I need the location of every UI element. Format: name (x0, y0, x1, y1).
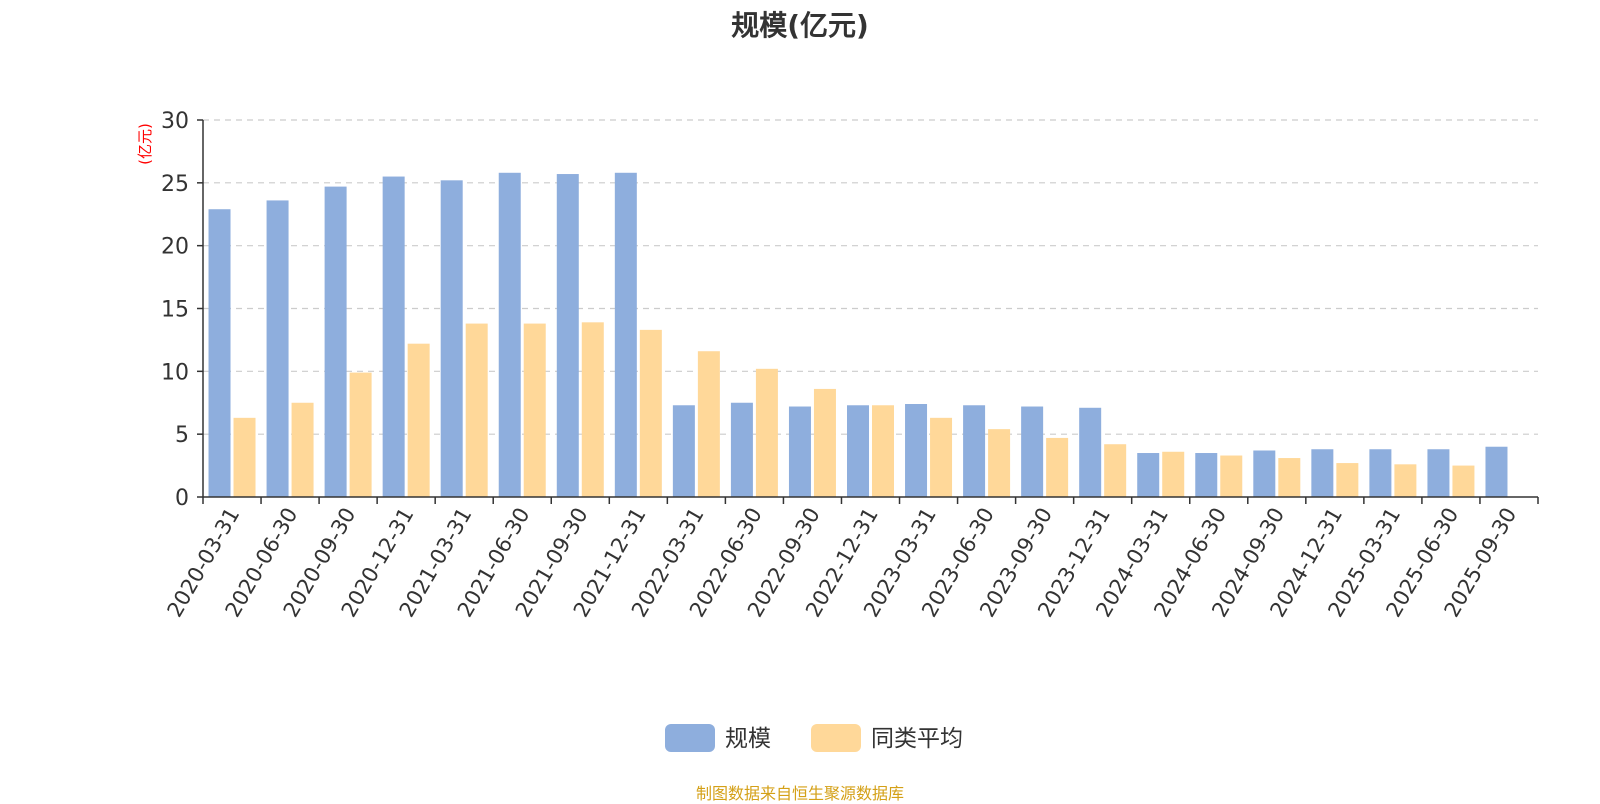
y-tick-label: 25 (161, 172, 189, 197)
bar-peer-average (523, 323, 546, 497)
bar-scale (963, 405, 986, 497)
bar-scale (1195, 453, 1218, 497)
bar-peer-average (697, 351, 720, 497)
bar-peer-average (813, 388, 836, 497)
bar-peer-average (1336, 463, 1359, 497)
bar-scale (1253, 450, 1276, 497)
bar-scale (440, 180, 463, 497)
bar-peer-average (1046, 437, 1069, 497)
bar-scale (1079, 407, 1102, 497)
bar-scale (730, 402, 753, 497)
legend-swatch (811, 724, 861, 752)
y-tick-label: 0 (175, 486, 189, 511)
bar-peer-average (349, 372, 372, 497)
bar-peer-average (1220, 455, 1243, 497)
y-tick-label: 30 (161, 109, 189, 134)
y-tick-label: 5 (175, 423, 189, 448)
bar-scale (1369, 449, 1392, 497)
bar-peer-average (1394, 464, 1417, 497)
bar-scale (614, 172, 637, 497)
bar-peer-average (1104, 444, 1127, 497)
legend-label: 同类平均 (871, 726, 963, 752)
legend-label: 规模 (725, 726, 771, 752)
bar-peer-average (755, 368, 778, 497)
bar-scale (498, 172, 521, 497)
bar-peer-average (1452, 465, 1475, 497)
bar-peer-average (1162, 451, 1185, 497)
bar-scale (672, 405, 695, 497)
y-tick-label: 15 (161, 298, 189, 323)
bar-scale (905, 404, 928, 497)
bar-scale (324, 186, 347, 497)
bar-peer-average (291, 402, 314, 497)
bar-scale (1427, 449, 1450, 497)
bar-scale (1021, 406, 1044, 497)
bar-scale (1311, 449, 1334, 497)
bar-peer-average (639, 329, 662, 497)
source-note: 制图数据来自恒生聚源数据库 (695, 784, 904, 803)
bar-scale (1485, 446, 1508, 497)
bar-scale (266, 200, 289, 497)
chart-title: 规模(亿元) (731, 9, 869, 42)
bar-peer-average (930, 417, 953, 497)
bar-peer-average (465, 323, 488, 497)
y-axis-label: (亿元) (136, 123, 154, 165)
bar-scale (556, 174, 579, 497)
bar-scale (788, 406, 811, 497)
bar-scale (208, 209, 231, 497)
legend-swatch (665, 724, 715, 752)
bar-peer-average (233, 417, 256, 497)
bar-scale (382, 176, 405, 498)
bar-peer-average (988, 429, 1011, 497)
bar-scale (847, 405, 869, 497)
bar-peer-average (872, 405, 894, 497)
bar-peer-average (581, 322, 604, 497)
y-tick-label: 20 (161, 235, 189, 260)
y-tick-label: 10 (161, 360, 189, 385)
bar-peer-average (407, 343, 430, 497)
bar-peer-average (1278, 458, 1301, 497)
bar-scale (1137, 453, 1160, 497)
